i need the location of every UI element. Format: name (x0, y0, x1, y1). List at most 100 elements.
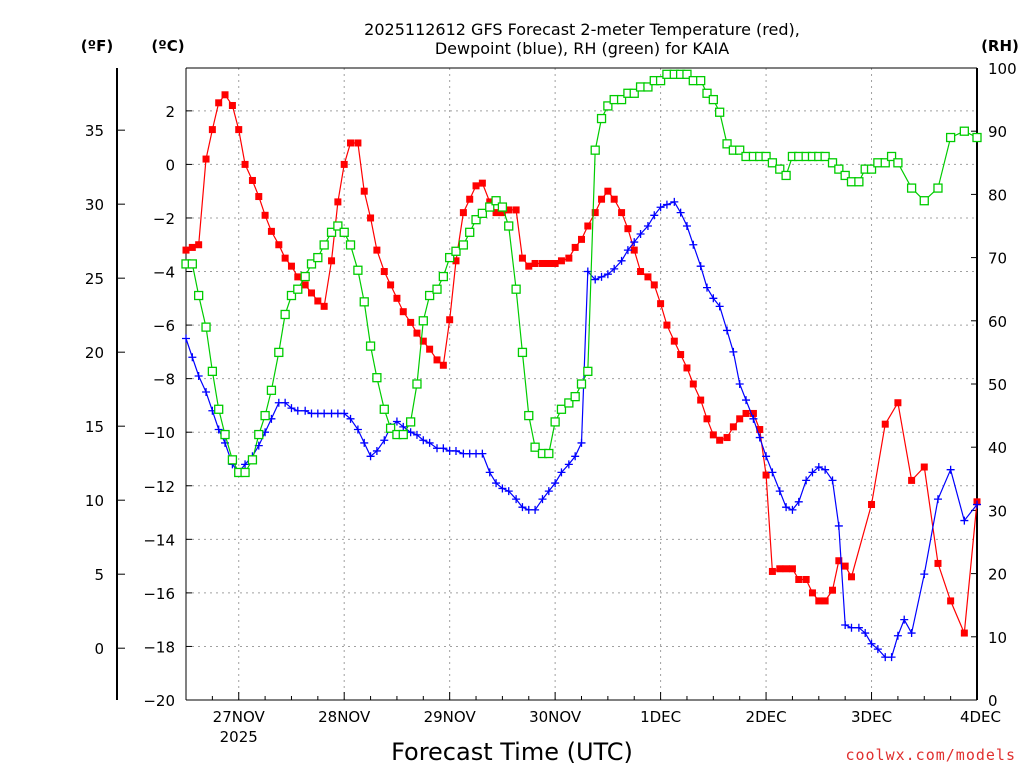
x-tick-label: 2DEC (746, 708, 787, 726)
temperature-point (788, 565, 796, 573)
celsius-tick-label: −12 (143, 478, 175, 496)
temperature-point (847, 573, 855, 581)
rh-point (306, 259, 317, 269)
dewpoint-point (847, 623, 856, 632)
rh-point (886, 151, 897, 162)
dewpoint-point (241, 460, 250, 469)
rh-point (959, 126, 969, 136)
temperature-point (768, 567, 776, 575)
rh-point (708, 94, 718, 105)
dewpoint-point (531, 505, 540, 514)
rh-tick-label: 20 (988, 566, 1007, 584)
credit-text: coolwx.com/models (845, 746, 1016, 764)
rh-point (353, 265, 363, 275)
fahrenheit-tick-label: 15 (85, 418, 104, 436)
temperature-point (841, 562, 849, 570)
temperature-point (308, 289, 316, 297)
dewpoint-point (755, 433, 764, 442)
dewpoint-point (873, 645, 882, 654)
dewpoint-point (406, 428, 415, 437)
rh-point (761, 151, 771, 162)
temperature-point (762, 471, 770, 479)
celsius-tick-label: −18 (143, 638, 175, 656)
dewpoint-point (392, 417, 401, 426)
x-tick-label: 30NOV (529, 708, 582, 726)
rh-point (827, 158, 838, 168)
temperature-point (320, 302, 328, 310)
temperature-point (565, 254, 573, 262)
celsius-tick-label: −8 (153, 371, 175, 389)
dewpoint-point (636, 230, 645, 239)
rh-tick-label: 50 (988, 376, 1007, 394)
celsius-tick-label: −14 (143, 531, 175, 549)
rh-point (643, 82, 653, 92)
temperature-point (815, 597, 823, 605)
fahrenheit-tick-label: 10 (85, 492, 104, 510)
rh-point (820, 151, 830, 162)
temperature-point (729, 423, 737, 431)
temperature-point (835, 557, 843, 565)
temperature-point (472, 182, 480, 190)
dewpoint-point (293, 406, 302, 415)
temperature-point (433, 356, 441, 364)
dewpoint-point (933, 495, 942, 504)
fahrenheit-tick-label: 35 (85, 122, 104, 140)
rh-point (696, 75, 706, 86)
rh-point (906, 183, 917, 193)
rh-point (497, 202, 508, 212)
dewpoint-point (920, 570, 929, 579)
dewpoint-point (709, 294, 718, 303)
temperature-point (657, 300, 665, 308)
fahrenheit-tick-label: 30 (85, 196, 104, 214)
temperature-point (920, 463, 928, 471)
dewpoint-point (301, 406, 310, 415)
temperature-point (248, 176, 256, 184)
rh-point (412, 379, 422, 389)
rh-tick-label: 40 (988, 439, 1007, 457)
dewpoint-point (591, 275, 600, 284)
celsius-tick-label: −6 (153, 317, 175, 335)
rh-point (187, 259, 197, 269)
rh-point (564, 398, 574, 408)
rh-tick-label: 0 (988, 692, 998, 710)
temperature-point (591, 209, 599, 217)
rh-tick-label: 80 (988, 186, 1007, 204)
time-axis: 27NOV 28NOV 29NOV 30NOV 1DEC 2DEC 3DEC 4DEC 2025 (185, 692, 1001, 746)
dewpoint-point (518, 503, 527, 512)
dewpoint-point (854, 623, 863, 632)
x-tick-label: 4DEC (960, 708, 1001, 726)
temperature-point (188, 243, 196, 251)
temperature-point (492, 209, 500, 217)
temperature-point (466, 195, 474, 203)
temperature-point (723, 434, 731, 442)
rh-point (365, 341, 376, 351)
temperature-point (287, 262, 295, 270)
temperature-point (294, 273, 302, 281)
rh-point (629, 88, 639, 98)
temperature-point (571, 243, 579, 251)
dewpoint-point (703, 283, 712, 292)
dewpoint-point (583, 267, 592, 276)
rh-point (504, 221, 514, 231)
dewpoint-point (498, 484, 507, 493)
rh-axis: 0 10 20 30 40 50 60 70 80 90 100 (971, 60, 1017, 710)
celsius-tick-label: 0 (165, 156, 175, 174)
celsius-tick-label: −4 (153, 264, 175, 282)
series-temperature (182, 91, 981, 637)
series-dewpoint (182, 197, 981, 662)
rh-point (247, 455, 258, 465)
dewpoint-point (360, 438, 369, 447)
dewpoint-point (425, 438, 434, 447)
dewpoint-point (544, 487, 553, 496)
temperature-point (637, 268, 645, 276)
dewpoint-point (788, 505, 797, 514)
rh-point (372, 373, 382, 383)
rh-point (556, 404, 567, 414)
rh-point (326, 227, 337, 237)
dewpoint-point (538, 495, 547, 504)
dewpoint-point (366, 452, 375, 461)
dewpoint-point (512, 495, 521, 504)
dewpoint-point (893, 631, 902, 640)
rh-point (722, 139, 732, 149)
rh-point (775, 164, 785, 174)
